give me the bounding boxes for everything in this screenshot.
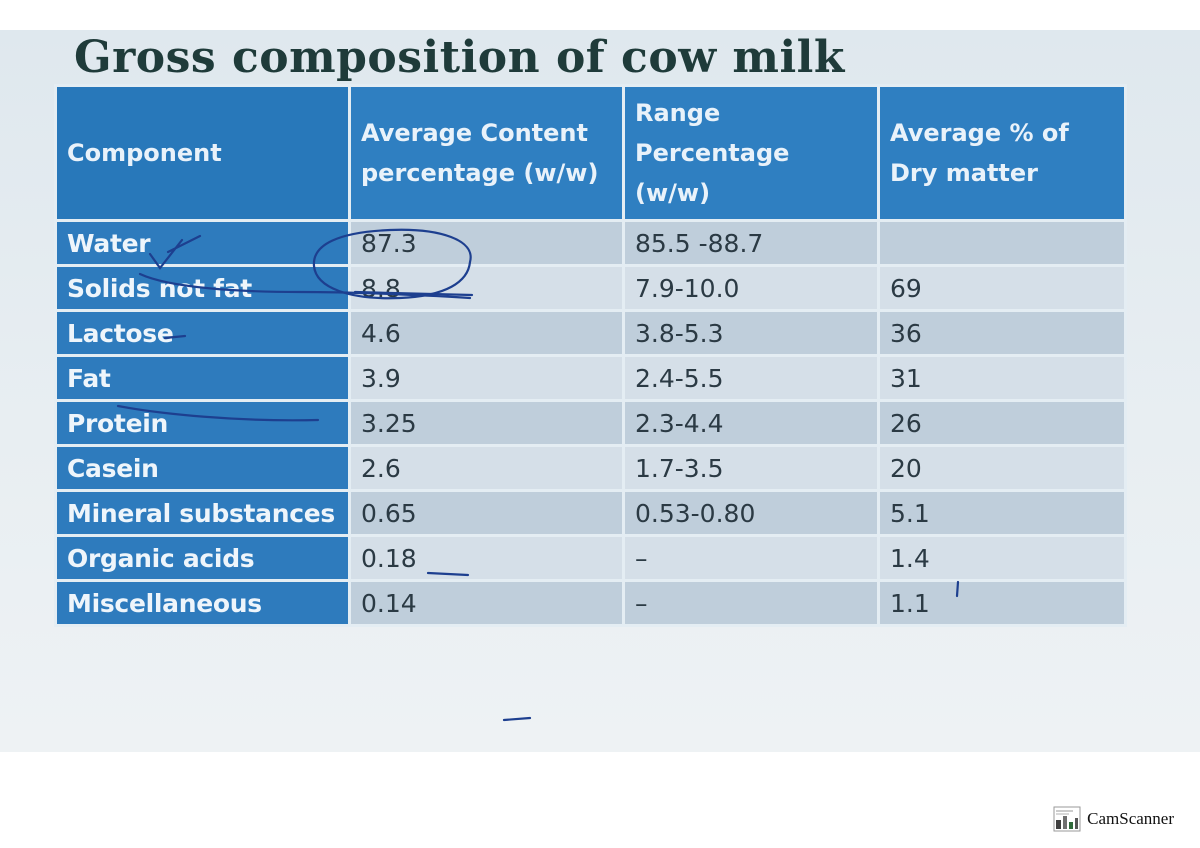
- row-dry-matter: 20: [877, 444, 1127, 492]
- row-component: Miscellaneous: [54, 579, 351, 627]
- header-average-dry-matter: Average % of Dry matter: [877, 84, 1127, 222]
- row-range: –: [622, 579, 880, 627]
- row-average: 0.18: [348, 534, 625, 582]
- row-average: 8.8: [348, 264, 625, 312]
- composition-table: Component Average Content percentage (w/…: [54, 84, 1127, 627]
- row-component: Mineral substances: [54, 489, 351, 537]
- row-dry-matter: 1.4: [877, 534, 1127, 582]
- row-range: –: [622, 534, 880, 582]
- camscanner-icon: [1053, 806, 1081, 832]
- row-component: Lactose: [54, 309, 351, 357]
- row-component: Fat: [54, 354, 351, 402]
- row-dry-matter: 1.1: [877, 579, 1127, 627]
- row-range: 2.4-5.5: [622, 354, 880, 402]
- row-average: 0.14: [348, 579, 625, 627]
- stray-mark-annotation: [502, 716, 532, 722]
- table-row: Mineral substances 0.65 0.53-0.80 5.1: [54, 489, 1127, 537]
- row-range: 0.53-0.80: [622, 489, 880, 537]
- table-row: Protein 3.25 2.3-4.4 26: [54, 399, 1127, 447]
- row-range: 3.8-5.3: [622, 309, 880, 357]
- row-average: 4.6: [348, 309, 625, 357]
- slide-title: Gross composition of cow milk: [74, 32, 845, 83]
- header-component: Component: [54, 84, 351, 222]
- camscanner-label: CamScanner: [1087, 809, 1174, 828]
- row-average: 87.3: [348, 219, 625, 267]
- row-average: 2.6: [348, 444, 625, 492]
- table-row: Lactose 4.6 3.8-5.3 36: [54, 309, 1127, 357]
- row-component: Casein: [54, 444, 351, 492]
- row-range: 85.5 -88.7: [622, 219, 880, 267]
- row-component: Solids not fat: [54, 264, 351, 312]
- table-row: Water 87.3 85.5 -88.7: [54, 219, 1127, 267]
- header-range-percentage: Range Percentage (w/w): [622, 84, 880, 222]
- row-average: 3.9: [348, 354, 625, 402]
- row-dry-matter: 69: [877, 264, 1127, 312]
- table-row: Fat 3.9 2.4-5.5 31: [54, 354, 1127, 402]
- row-dry-matter: 5.1: [877, 489, 1127, 537]
- table-row: Solids not fat 8.8 7.9-10.0 69: [54, 264, 1127, 312]
- row-dry-matter: [877, 219, 1127, 267]
- row-average: 0.65: [348, 489, 625, 537]
- table-row: Organic acids 0.18 – 1.4: [54, 534, 1127, 582]
- slide-photo: Gross composition of cow milk Component …: [0, 30, 1200, 752]
- camscanner-logo: CamScanner: [1053, 806, 1174, 832]
- row-average: 3.25: [348, 399, 625, 447]
- row-component: Water: [54, 219, 351, 267]
- row-dry-matter: 36: [877, 309, 1127, 357]
- table-row: Casein 2.6 1.7-3.5 20: [54, 444, 1127, 492]
- table-header-row: Component Average Content percentage (w/…: [54, 84, 1127, 222]
- row-range: 1.7-3.5: [622, 444, 880, 492]
- row-component: Organic acids: [54, 534, 351, 582]
- header-average-content: Average Content percentage (w/w): [348, 84, 625, 222]
- table-row: Miscellaneous 0.14 – 1.1: [54, 579, 1127, 627]
- row-dry-matter: 31: [877, 354, 1127, 402]
- row-range: 2.3-4.4: [622, 399, 880, 447]
- row-dry-matter: 26: [877, 399, 1127, 447]
- row-component: Protein: [54, 399, 351, 447]
- row-range: 7.9-10.0: [622, 264, 880, 312]
